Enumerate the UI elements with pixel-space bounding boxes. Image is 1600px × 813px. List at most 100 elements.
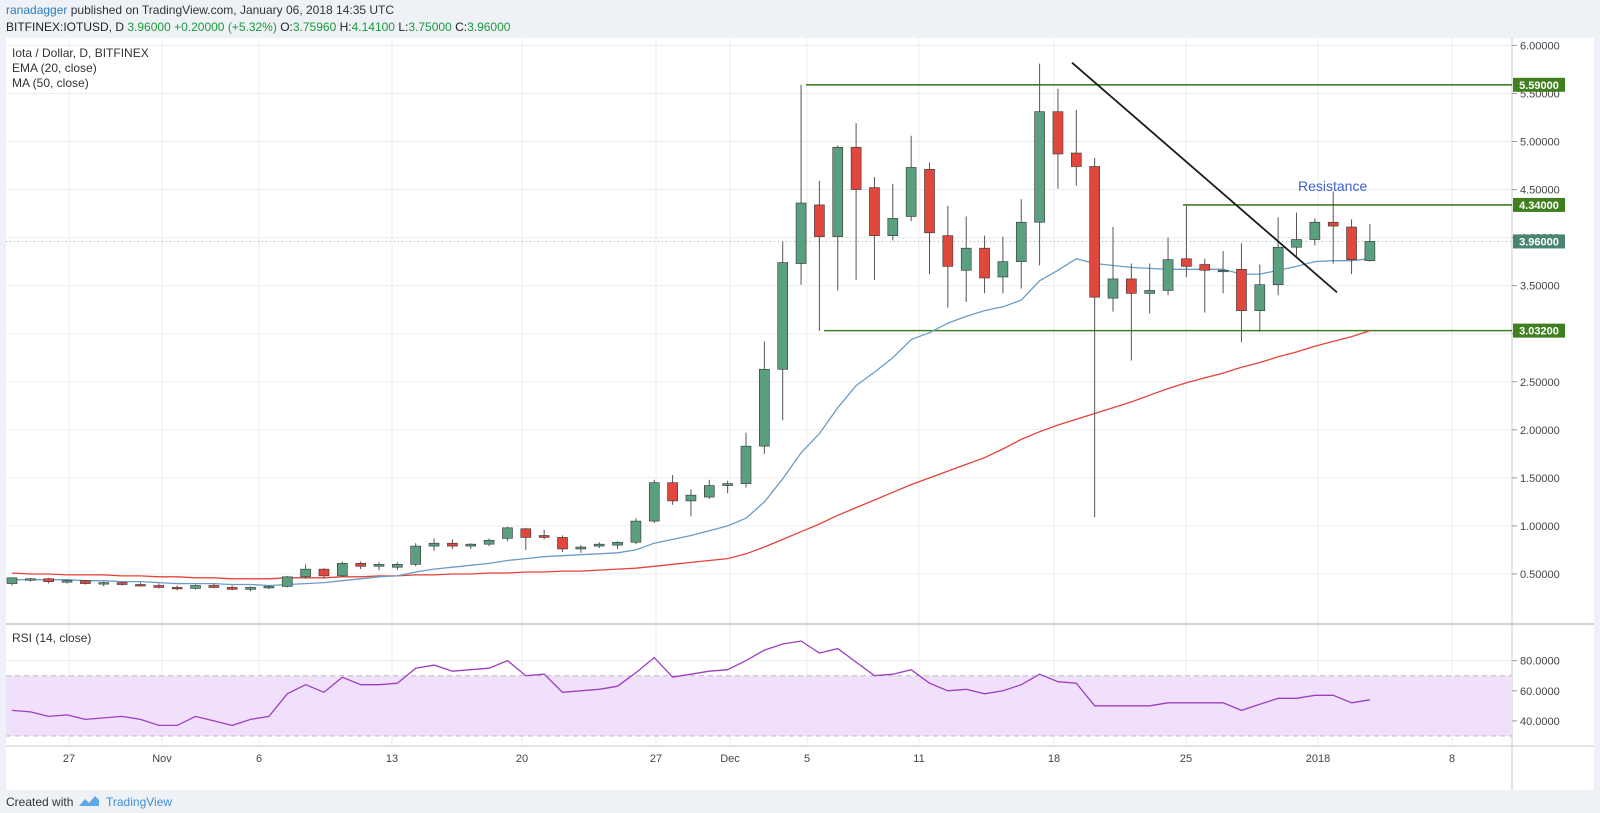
candle-body (116, 582, 128, 585)
rsi-line[interactable] (11, 640, 1371, 727)
candle-body (1107, 278, 1119, 299)
candle (905, 135, 917, 222)
time-axis[interactable]: 27 Nov 6 13 20 27 Dec 5 11 18 25 2018 8 (63, 753, 1455, 765)
candle-body (1346, 226, 1357, 261)
candle (43, 577, 55, 584)
candle-body (1236, 269, 1247, 311)
candle-body (795, 202, 807, 264)
candle (814, 180, 825, 331)
candle (979, 235, 990, 294)
ema20-line[interactable] (12, 257, 1370, 587)
candle-body (612, 541, 623, 546)
candle-body (483, 540, 495, 545)
candle (1309, 218, 1321, 246)
candle-body (759, 368, 770, 447)
ma50-line[interactable] (11, 330, 1371, 580)
candle-body (685, 494, 697, 502)
candle-body (1144, 290, 1155, 294)
candle-body (98, 582, 110, 585)
rsi-band-fill (6, 675, 1512, 736)
price-label-bg (1513, 77, 1565, 92)
symbol-name: BITFINEX:IOTUSD, D (6, 20, 125, 34)
candle (263, 585, 275, 590)
price-axis[interactable]: 6.000005.500005.000004.500004.000003.500… (1512, 40, 1560, 728)
candle (1089, 157, 1100, 518)
candle (1291, 212, 1302, 258)
candle-body (428, 542, 440, 547)
candle-body (135, 584, 146, 587)
candle (447, 539, 458, 549)
candle-body (667, 482, 678, 502)
legend-ma[interactable]: MA (50, close) (12, 76, 89, 90)
candle (520, 527, 532, 550)
last-price: 3.96000 (127, 20, 171, 34)
candle-body (1327, 221, 1339, 227)
tradingview-logo-icon[interactable] (78, 794, 100, 808)
candle (630, 518, 642, 545)
candlesticks[interactable] (6, 63, 1376, 592)
candle (795, 84, 807, 285)
candle (116, 581, 128, 586)
candle (648, 479, 660, 524)
candle-body (281, 576, 293, 587)
candle-body (924, 169, 935, 234)
candle-body (1254, 284, 1266, 311)
price-tick-label: 2.50000 (1520, 377, 1560, 389)
candle (575, 545, 587, 553)
candle-body (392, 564, 403, 568)
tradingview-link[interactable]: TradingView (106, 795, 173, 809)
close-label: C: (455, 20, 468, 34)
candle-body (648, 482, 660, 522)
author-link[interactable]: ranadagger (6, 3, 68, 17)
rsi-tick-label: 80.0000 (1520, 656, 1560, 668)
chart-svg[interactable]: 6.000005.500005.000004.500004.000003.500… (6, 38, 1594, 790)
candle (960, 216, 972, 302)
open-label: O: (280, 20, 293, 34)
close-value: 3.96000 (467, 20, 511, 34)
candle-body (850, 146, 862, 190)
candle (318, 568, 330, 578)
candle (502, 526, 513, 542)
price-tick-label: 5.00000 (1520, 137, 1560, 149)
candle-body (1309, 221, 1321, 240)
candle-body (942, 235, 954, 267)
rsi-tick-label: 40.0000 (1520, 716, 1560, 728)
footer: Created with TradingView (6, 790, 1594, 813)
time-tick-label: 13 (386, 753, 398, 765)
candle-body (887, 218, 899, 236)
chart-panel[interactable]: 6.000005.500005.000004.500004.000003.500… (6, 38, 1594, 790)
candle-body (520, 528, 532, 538)
candle-body (25, 578, 36, 581)
price-tick-label: 3.50000 (1520, 281, 1560, 293)
resistance-annotation[interactable]: Resistance (1298, 178, 1367, 194)
price-label-bg (1513, 197, 1565, 212)
low-label: L: (398, 20, 409, 34)
horizontal-levels[interactable] (6, 84, 1512, 332)
trendline-path (1071, 62, 1338, 294)
legend-title[interactable]: Iota / Dollar, D, BITFINEX (12, 46, 149, 60)
trendline[interactable] (1071, 62, 1338, 294)
time-tick-label: 20 (516, 753, 528, 765)
price-label: 4.34000 (1519, 200, 1559, 212)
legend-rsi[interactable]: RSI (14, close) (12, 631, 91, 645)
candle (1272, 217, 1284, 296)
candle (850, 123, 862, 280)
candle-body (171, 587, 183, 590)
candle-body (190, 585, 201, 589)
candle (942, 205, 954, 308)
price-labels: 5.59000 4.34000 3.03200 3.96000 (1513, 77, 1565, 338)
price-tick-label: 1.00000 (1520, 521, 1560, 533)
candle (1199, 258, 1211, 313)
candle (1327, 191, 1339, 264)
candle-body (208, 585, 220, 588)
candle-body (447, 542, 458, 547)
time-tick-label: 5 (804, 753, 810, 765)
legend-ema[interactable]: EMA (20, close) (12, 61, 97, 75)
candle (208, 583, 220, 589)
candle (336, 561, 348, 577)
candle (190, 584, 201, 590)
candle-body (1364, 241, 1376, 261)
candle (25, 577, 36, 582)
candle (1071, 109, 1082, 186)
candle-body (593, 543, 605, 547)
